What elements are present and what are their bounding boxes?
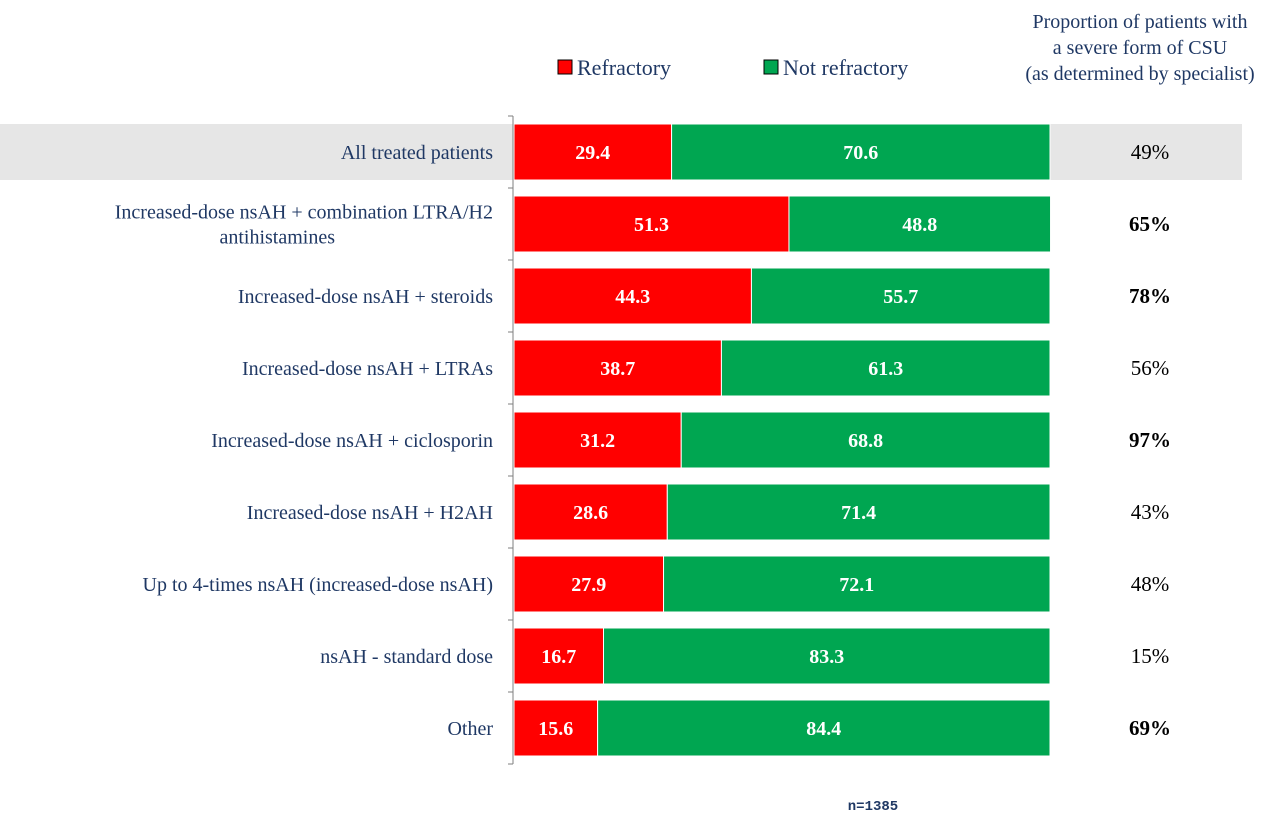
bar-not-refractory-5 (666, 483, 1051, 541)
bar-value-label-refractory-4: 31.2 (580, 430, 615, 452)
bar-not-refractory-2 (750, 267, 1051, 325)
proportion-header-line-1: Proportion of patients with (1033, 11, 1248, 33)
proportion-header: Proportion of patients with a severe for… (1025, 11, 1254, 85)
bar-not-refractory-1 (788, 195, 1052, 253)
legend-swatch-not-refractory (763, 59, 779, 75)
category-label-8: Other (447, 718, 493, 740)
bar-refractory-2 (513, 267, 752, 325)
legend-label-refractory: Refractory (577, 55, 671, 80)
proportion-label-7: 15% (1131, 644, 1170, 668)
bar-value-label-not-refractory-4: 68.8 (848, 430, 883, 452)
bar-refractory-6 (513, 555, 665, 613)
bar-not-refractory-0 (671, 123, 1051, 181)
bar-value-label-refractory-3: 38.7 (600, 358, 635, 380)
footnote: n=1385 (848, 799, 898, 815)
bar-refractory-1 (513, 195, 790, 253)
bar-value-label-refractory-5: 28.6 (573, 502, 608, 524)
proportion-label-3: 56% (1131, 356, 1170, 380)
bar-value-label-not-refractory-2: 55.7 (883, 286, 918, 308)
proportion-labels: 49% 65% 78% 56% 97% 43% 48% 15% 69% (1129, 140, 1171, 740)
bar-value-label-not-refractory-3: 61.3 (868, 358, 903, 380)
bar-value-label-refractory-0: 29.4 (575, 142, 610, 164)
proportion-label-5: 43% (1131, 500, 1170, 524)
bar-refractory-7 (513, 627, 605, 685)
proportion-label-6: 48% (1131, 572, 1170, 596)
bar-value-label-refractory-8: 15.6 (538, 718, 573, 740)
category-label-6: Up to 4-times nsAH (increased-dose nsAH) (143, 574, 493, 596)
category-axis (508, 115, 514, 765)
proportion-label-1: 65% (1129, 212, 1171, 236)
bar-refractory-8 (513, 699, 599, 757)
legend-swatch-refractory (557, 59, 573, 75)
bar-refractory-5 (513, 483, 668, 541)
bar-value-label-not-refractory-7: 83.3 (809, 646, 844, 668)
proportion-label-8: 69% (1129, 716, 1171, 740)
bar-refractory-4 (513, 411, 682, 469)
bars-group: 29.4 70.6 51.3 48.8 44.3 55.7 38.7 61.3 31.2 68.8… (513, 123, 1052, 757)
bar-value-label-refractory-6: 27.9 (571, 574, 606, 596)
category-label-7: nsAH - standard dose (320, 646, 493, 668)
proportion-header-line-2: a severe form of CSU (1053, 37, 1228, 59)
proportion-header-line-3: (as determined by specialist) (1025, 63, 1254, 85)
proportion-label-0: 49% (1131, 140, 1170, 164)
category-label-1: Increased-dose nsAH + combination LTRA/H… (115, 202, 493, 249)
legend: Refractory Not refractory (557, 55, 908, 80)
bar-value-label-not-refractory-5: 71.4 (841, 502, 876, 524)
bar-value-label-refractory-7: 16.7 (541, 646, 576, 668)
bar-refractory-3 (513, 339, 722, 397)
category-label-4: Increased-dose nsAH + ciclosporin (211, 430, 493, 452)
legend-label-not-refractory: Not refractory (783, 55, 908, 80)
proportion-label-4: 97% (1129, 428, 1171, 452)
bar-not-refractory-3 (720, 339, 1051, 397)
category-label-5: Increased-dose nsAH + H2AH (247, 502, 493, 524)
bar-value-label-not-refractory-0: 70.6 (843, 142, 878, 164)
bar-value-label-not-refractory-1: 48.8 (902, 214, 937, 236)
bar-value-label-refractory-2: 44.3 (615, 286, 650, 308)
category-labels: All treated patients Increased-dose nsAH … (115, 142, 494, 740)
bar-value-label-refractory-1: 51.3 (634, 214, 669, 236)
proportion-label-2: 78% (1129, 284, 1171, 308)
bar-not-refractory-4 (680, 411, 1051, 469)
bar-not-refractory-7 (603, 627, 1051, 685)
bar-not-refractory-8 (597, 699, 1051, 757)
bar-refractory-0 (513, 123, 673, 181)
category-label-2: Increased-dose nsAH + steroids (238, 286, 493, 308)
bar-not-refractory-6 (663, 555, 1051, 613)
category-label-0: All treated patients (341, 142, 493, 164)
bar-value-label-not-refractory-6: 72.1 (839, 574, 874, 596)
category-label-3: Increased-dose nsAH + LTRAs (242, 358, 493, 380)
bar-value-label-not-refractory-8: 84.4 (806, 718, 841, 740)
